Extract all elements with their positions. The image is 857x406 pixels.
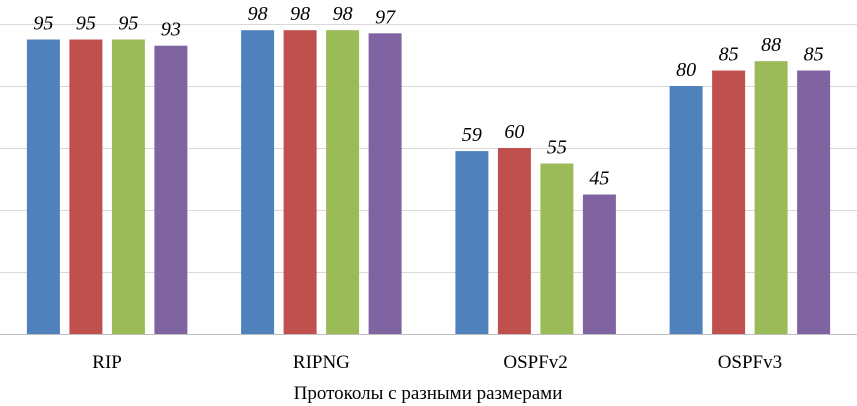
bar-rip-4	[154, 45, 188, 334]
bar-rip-1	[26, 39, 60, 334]
bars	[26, 30, 831, 335]
data-label: 97	[375, 6, 396, 28]
bar-ospfv2-4	[582, 194, 616, 334]
bar-ospfv3-1	[669, 86, 703, 334]
bar-ospfv2-1	[455, 151, 489, 334]
data-label: 98	[248, 3, 268, 25]
category-label-ripng: RIPNG	[293, 352, 350, 373]
data-labels: 95 95 95 93 98 98 98 97 59 60 55 45 80 85 88 85	[33, 3, 823, 189]
data-label: 55	[547, 137, 567, 159]
bar-ospfv3-3	[754, 61, 788, 334]
data-label: 59	[462, 124, 482, 146]
data-label: 60	[504, 121, 524, 143]
data-label: 88	[761, 34, 781, 56]
data-label: 85	[804, 44, 824, 66]
bar-ripng-4	[368, 33, 402, 335]
bar-rip-2	[69, 39, 103, 334]
bar-ospfv3-4	[797, 70, 831, 334]
data-label: 85	[719, 44, 739, 66]
data-label: 95	[33, 13, 53, 35]
bar-ospfv2-3	[540, 163, 574, 334]
data-label: 80	[676, 59, 696, 81]
category-label-ospfv3: OSPFv3	[718, 352, 782, 373]
category-labels: RIP RIPNG OSPFv2 OSPFv3	[92, 352, 782, 373]
bar-rip-3	[111, 39, 145, 334]
bar-ripng-3	[326, 30, 360, 334]
bar-ripng-2	[283, 30, 317, 334]
category-label-ospfv2: OSPFv2	[503, 352, 567, 373]
bar-ripng-1	[241, 30, 275, 334]
x-axis-title: Протоколы с разными размерами	[294, 383, 563, 404]
data-label: 93	[161, 19, 181, 41]
data-label: 95	[118, 13, 138, 35]
data-label: 98	[290, 3, 310, 25]
category-label-rip: RIP	[92, 352, 122, 373]
data-label: 95	[76, 13, 96, 35]
bar-ospfv2-2	[497, 148, 531, 334]
bar-ospfv3-2	[712, 70, 746, 334]
data-label: 98	[333, 3, 353, 25]
data-label: 45	[589, 168, 609, 190]
